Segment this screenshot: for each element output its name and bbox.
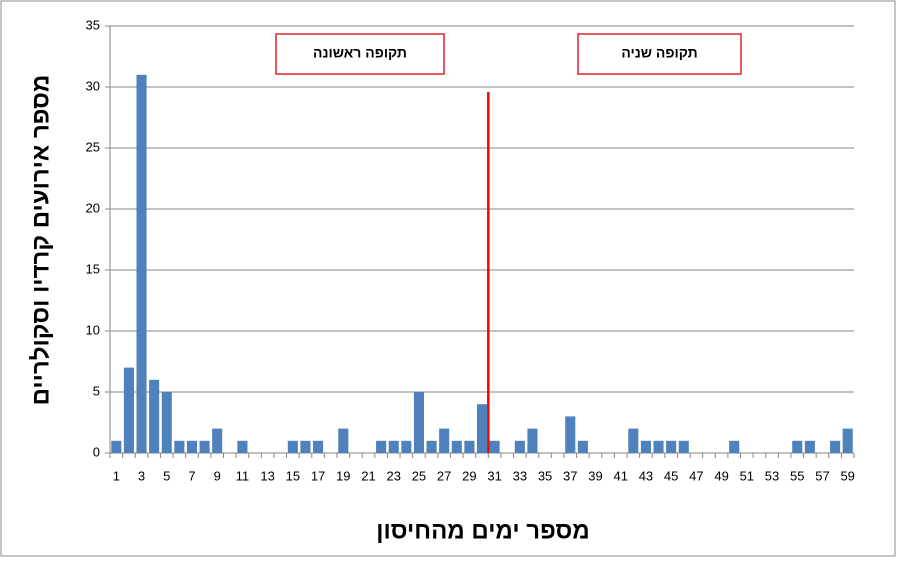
bar [338,428,349,453]
x-tick-label: 23 [386,468,400,483]
x-tick-label: 53 [765,468,779,483]
y-axis-title: מספר אירועים קרדיו וסקולריים [27,75,54,406]
x-tick-label: 33 [513,468,527,483]
bar [313,440,324,453]
x-axis-title: מספר ימים מהחיסון [376,517,589,544]
bar [476,404,488,453]
bar [464,440,475,453]
bar [439,428,450,453]
x-tick-label: 5 [163,468,170,483]
x-tick-label: 39 [588,468,602,483]
bar [161,392,172,453]
x-tick-label: 1 [113,468,120,483]
bar [287,440,298,453]
bar [426,440,437,453]
bar [653,440,664,453]
x-tick-label: 31 [487,468,501,483]
x-tick-label: 55 [790,468,804,483]
bar [729,440,740,453]
annotation: תקופה שניה [621,45,697,61]
bar [527,428,538,453]
bar [565,416,576,453]
x-tick-label: 37 [563,468,577,483]
x-tick-label: 43 [639,468,653,483]
bar [174,440,185,453]
bar [804,440,815,453]
bar [136,74,147,454]
bar [199,440,210,453]
bar [237,440,248,453]
x-tick-label: 51 [740,468,754,483]
x-tick-label: 27 [437,468,451,483]
x-tick-label: 41 [613,468,627,483]
bar [451,440,462,453]
y-tick-label: 5 [93,383,100,398]
bar [666,440,677,453]
x-tick-label: 59 [840,468,854,483]
bar [842,428,853,453]
bar [514,440,525,453]
x-tick-label: 13 [260,468,274,483]
x-tick-label: 15 [286,468,300,483]
x-tick-label: 49 [714,468,728,483]
x-tick-label: 17 [311,468,325,483]
y-tick-label: 30 [86,78,100,93]
bar [678,440,689,453]
x-tick-label: 9 [214,468,221,483]
y-tick-label: 20 [86,200,100,215]
bar [111,440,122,453]
y-tick-label: 35 [86,17,100,32]
x-tick-label: 3 [138,468,145,483]
x-tick-label: 45 [664,468,678,483]
x-tick-label: 11 [236,468,250,483]
x-tick-label: 19 [336,468,350,483]
bar [792,440,803,453]
bar [577,440,588,453]
annotation-box [577,33,742,75]
x-tick-label: 7 [188,468,195,483]
x-tick-label: 35 [538,468,552,483]
bar [401,440,412,453]
x-tick-label: 25 [412,468,426,483]
y-tick-label: 10 [86,322,100,337]
annotation-box [275,33,445,75]
bar [628,428,639,453]
y-tick-label: 15 [86,261,100,276]
bar [376,440,387,453]
annotation: תקופה ראשונה [313,45,407,61]
x-tick-label: 57 [815,468,829,483]
bar [489,440,500,453]
y-tick-label: 25 [86,139,100,154]
bar [212,428,223,453]
bar [388,440,399,453]
bar [640,440,651,453]
bar [413,392,424,453]
x-tick-label: 29 [462,468,476,483]
bar [830,440,841,453]
x-tick-label: 21 [361,468,375,483]
bar [300,440,311,453]
bar [123,367,134,453]
bar [149,379,160,453]
bar [186,440,198,453]
y-tick-label: 0 [93,444,100,459]
x-tick-label: 47 [689,468,703,483]
